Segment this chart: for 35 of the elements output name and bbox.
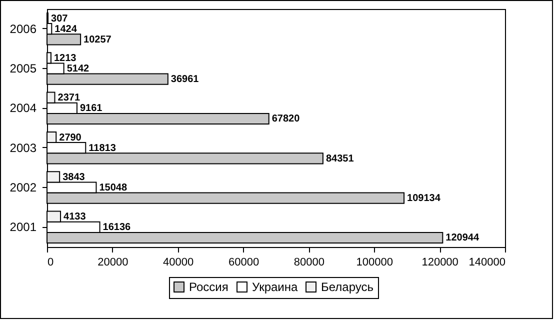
data-label: 11813 — [88, 142, 116, 154]
x-tick-label: 120000 — [422, 256, 458, 268]
y-tick-label: 2003 — [10, 140, 37, 155]
y-tick-label: 2001 — [10, 220, 37, 234]
x-tick-label: 0 — [48, 256, 54, 268]
legend-label: Россия — [189, 280, 228, 294]
x-tick-label: 140000 — [468, 256, 506, 268]
data-label: 10257 — [84, 34, 112, 46]
data-label: 36961 — [170, 74, 200, 86]
x-tick-label: 80000 — [294, 256, 325, 268]
x-tick-label: 100000 — [356, 256, 393, 268]
y-tick-label: 2002 — [10, 180, 37, 194]
data-label: 2371 — [58, 92, 80, 104]
data-label: 84351 — [326, 153, 354, 164]
x-tick-label: 40000 — [163, 256, 194, 268]
legend-label: Украина — [252, 280, 298, 294]
x-tick-label: 20000 — [98, 256, 128, 268]
data-label: 307 — [51, 13, 68, 24]
data-label: 16136 — [102, 222, 132, 234]
data-label: 2790 — [59, 132, 82, 144]
data-label: 67820 — [272, 114, 300, 125]
x-tick-label: 60000 — [228, 256, 260, 268]
data-label: 1213 — [54, 52, 77, 64]
y-tick-label: 2005 — [10, 62, 37, 76]
data-label: 120944 — [446, 232, 480, 244]
data-label: 3843 — [62, 172, 86, 183]
data-label: 5142 — [66, 64, 90, 74]
data-label: 109134 — [407, 193, 441, 204]
data-label: 15048 — [99, 182, 128, 194]
y-tick-label: 2006 — [10, 22, 37, 36]
y-tick-label: 2004 — [10, 101, 37, 116]
data-label: 1424 — [54, 24, 78, 35]
legend-label: Беларусь — [321, 280, 374, 294]
data-label: 4133 — [64, 212, 86, 223]
data-label: 9161 — [80, 103, 103, 114]
